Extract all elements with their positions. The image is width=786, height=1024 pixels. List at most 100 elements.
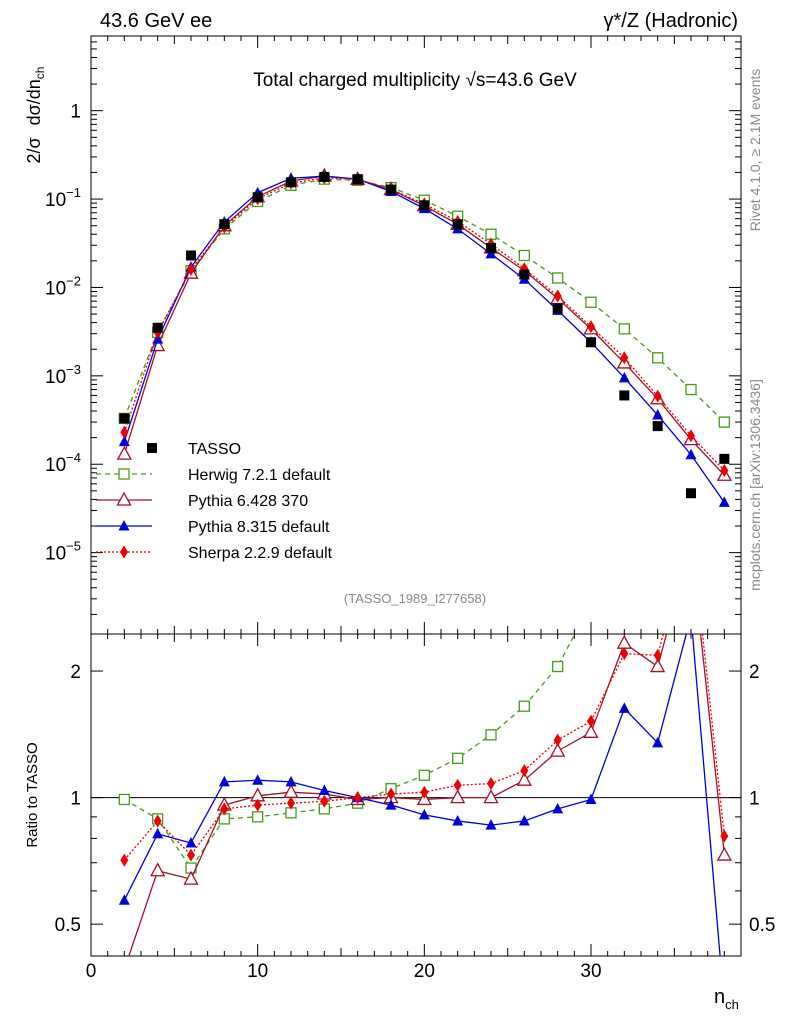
x-label-main: n bbox=[714, 986, 725, 1008]
main-y-axis-label: 2/σ dσ/dnch bbox=[24, 67, 47, 164]
ratio-point-pythia8 bbox=[118, 894, 130, 905]
main-title-sqrt: √s bbox=[465, 70, 485, 91]
main-point-data bbox=[286, 177, 296, 188]
ratio-point-pythia6 bbox=[150, 862, 166, 877]
main-point-data bbox=[319, 171, 330, 182]
ratio-point-pythia8 bbox=[152, 827, 164, 839]
x-tick-label: 20 bbox=[414, 961, 435, 982]
main-point-data bbox=[519, 269, 530, 280]
ratio-point-pythia6 bbox=[616, 634, 632, 649]
legend-label-pythia6: Pythia 6.428 370 bbox=[188, 493, 308, 510]
main-y-tick-label: 10−3 bbox=[45, 362, 81, 388]
main-point-pythia8 bbox=[485, 247, 497, 259]
ratio-point-pythia6 bbox=[516, 771, 532, 786]
ratio-point-sherpa bbox=[453, 778, 462, 792]
main-y-label-sub: ch bbox=[33, 67, 47, 80]
ratio-y-tick-label-left: 1 bbox=[70, 789, 81, 810]
x-tick-labels: 0 10 20 30 bbox=[86, 961, 602, 982]
main-point-data bbox=[119, 413, 130, 424]
main-line-pythia6 bbox=[123, 175, 725, 476]
main-y-tick-exp: −1 bbox=[66, 185, 81, 200]
ratio-point-pythia6 bbox=[583, 723, 599, 738]
x-tick-label: 30 bbox=[580, 961, 601, 982]
ratio-series-pythia8 bbox=[118, 634, 721, 956]
main-point-data bbox=[552, 303, 563, 314]
legend-item-pythia6: Pythia 6.428 370 bbox=[96, 491, 308, 510]
main-y-tick-base: 10 bbox=[45, 544, 66, 565]
ratio-point-sherpa bbox=[153, 814, 162, 828]
ratio-point-pythia8 bbox=[418, 808, 430, 820]
ratio-point-pythia8 bbox=[318, 784, 330, 795]
main-title-prefix: Total charged multiplicity bbox=[253, 70, 465, 91]
legend-marker-herwig bbox=[118, 468, 130, 480]
legend-marker-data bbox=[147, 443, 157, 453]
ratio-axis-ticks bbox=[90, 634, 742, 956]
main-point-data bbox=[619, 390, 630, 401]
main-y-tick-base: 10 bbox=[45, 190, 66, 211]
ratio-y-tick-label-left: 2 bbox=[70, 662, 81, 683]
legend-marker-sherpa bbox=[120, 545, 128, 559]
ratio-point-sherpa bbox=[587, 714, 595, 728]
main-line-herwig bbox=[123, 178, 725, 423]
main-point-sherpa bbox=[120, 425, 129, 439]
ratio-point-sherpa bbox=[220, 802, 229, 816]
legend-marker-pythia8 bbox=[118, 520, 130, 531]
main-point-sherpa bbox=[653, 389, 662, 403]
main-point-data bbox=[386, 184, 396, 195]
main-point-herwig bbox=[718, 416, 730, 428]
main-series-pythia6 bbox=[116, 167, 732, 481]
main-y-tick-label: 10−5 bbox=[45, 539, 81, 565]
legend-label-sherpa: Sherpa 2.2.9 default bbox=[188, 545, 333, 562]
main-point-herwig bbox=[652, 352, 664, 364]
ratio-point-pythia8 bbox=[252, 774, 264, 785]
main-point-data bbox=[252, 192, 263, 203]
ratio-point-sherpa bbox=[320, 794, 329, 808]
main-point-pythia8 bbox=[652, 409, 664, 420]
main-point-pythia8 bbox=[118, 435, 130, 447]
main-y-tick-base: 10 bbox=[45, 278, 66, 299]
main-point-pythia6 bbox=[116, 445, 132, 460]
main-point-herwig bbox=[685, 383, 697, 396]
ratio-point-sherpa bbox=[720, 829, 729, 843]
header-right-title: γ*/Z (Hadronic) bbox=[604, 10, 738, 32]
ratio-point-pythia6 bbox=[550, 742, 566, 757]
ratio-point-pythia6 bbox=[483, 789, 499, 804]
main-y-tick-label: 10−2 bbox=[45, 273, 81, 299]
ratio-point-pythia8 bbox=[218, 775, 230, 787]
mcplots-label: mcplots.cern.ch [arXiv:1306.3436] bbox=[747, 379, 763, 591]
main-y-tick-base: 10 bbox=[45, 367, 66, 388]
ratio-series-sherpa bbox=[120, 634, 729, 867]
main-series-sherpa bbox=[120, 171, 729, 477]
ratio-point-pythia8 bbox=[185, 836, 197, 848]
legend-marker-pythia6 bbox=[116, 491, 132, 506]
main-point-data bbox=[186, 250, 196, 261]
ratio-point-sherpa bbox=[420, 785, 429, 799]
main-point-data bbox=[152, 322, 163, 333]
main-point-data bbox=[719, 453, 730, 464]
main-point-sherpa bbox=[187, 262, 195, 276]
ratio-point-pythia6 bbox=[183, 870, 199, 885]
ratio-line-pythia6 bbox=[128, 634, 725, 956]
ratio-point-pythia8 bbox=[552, 802, 564, 814]
main-y-tick-label: 10−1 bbox=[45, 185, 81, 211]
ratio-y-tick-label-right: 2 bbox=[749, 662, 760, 683]
ratio-point-herwig bbox=[418, 769, 430, 781]
ratio-y-tick-labels: 0.5 0.5 1 1 2 2 bbox=[55, 662, 776, 936]
main-point-pythia8 bbox=[718, 496, 730, 507]
main-series-layer bbox=[116, 167, 732, 507]
legend-item-sherpa: Sherpa 2.2.9 default bbox=[96, 545, 333, 562]
ratio-point-sherpa bbox=[120, 853, 129, 867]
ratio-point-herwig bbox=[552, 660, 564, 673]
main-line-sherpa bbox=[123, 177, 725, 471]
ratio-point-pythia8 bbox=[585, 793, 597, 804]
main-y-tick-exp: −3 bbox=[66, 362, 81, 377]
ratio-point-sherpa bbox=[487, 777, 495, 791]
legend-label-herwig: Herwig 7.2.1 default bbox=[188, 467, 331, 484]
main-point-herwig bbox=[552, 272, 564, 284]
legend-item-herwig: Herwig 7.2.1 default bbox=[96, 467, 331, 484]
ratio-series-pythia6 bbox=[128, 634, 732, 956]
ratio-point-sherpa bbox=[353, 791, 362, 805]
ratio-point-pythia8 bbox=[285, 775, 297, 787]
legend-item-pythia8: Pythia 8.315 default bbox=[96, 519, 330, 536]
